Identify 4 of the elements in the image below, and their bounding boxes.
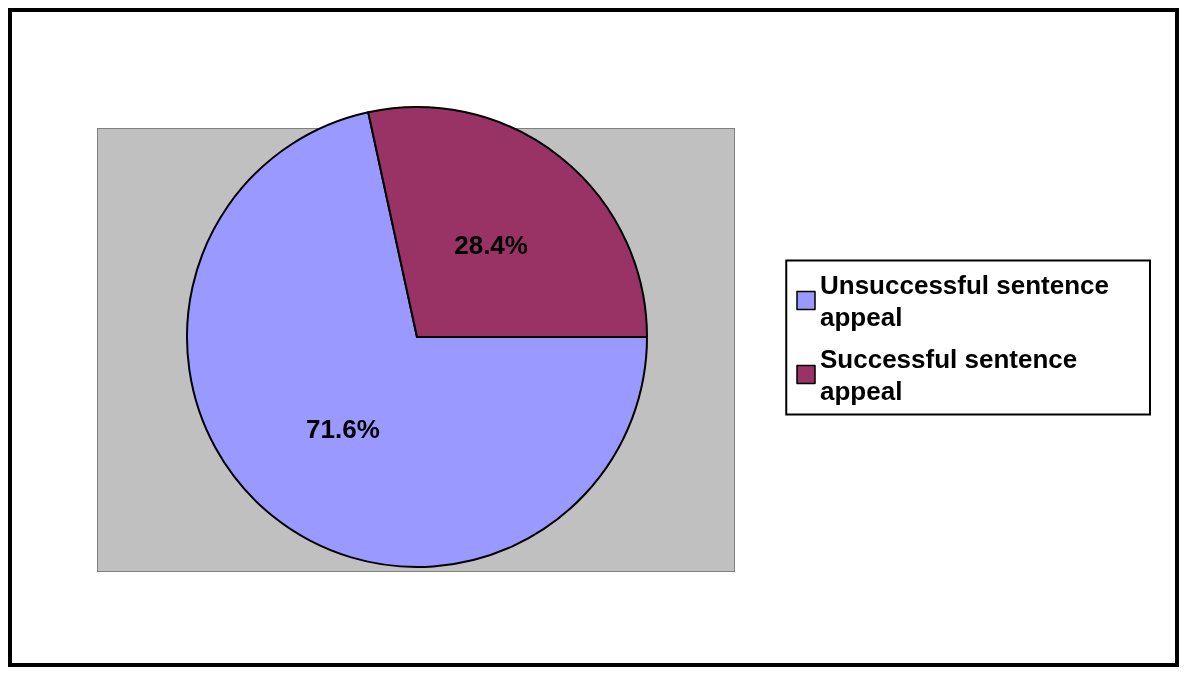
data-label: 71.6%: [306, 413, 380, 444]
legend-label: Unsuccessful sentence appeal: [820, 269, 1117, 332]
legend-label: Successful sentence appeal: [820, 343, 1085, 406]
data-label: 28.4%: [454, 230, 528, 261]
